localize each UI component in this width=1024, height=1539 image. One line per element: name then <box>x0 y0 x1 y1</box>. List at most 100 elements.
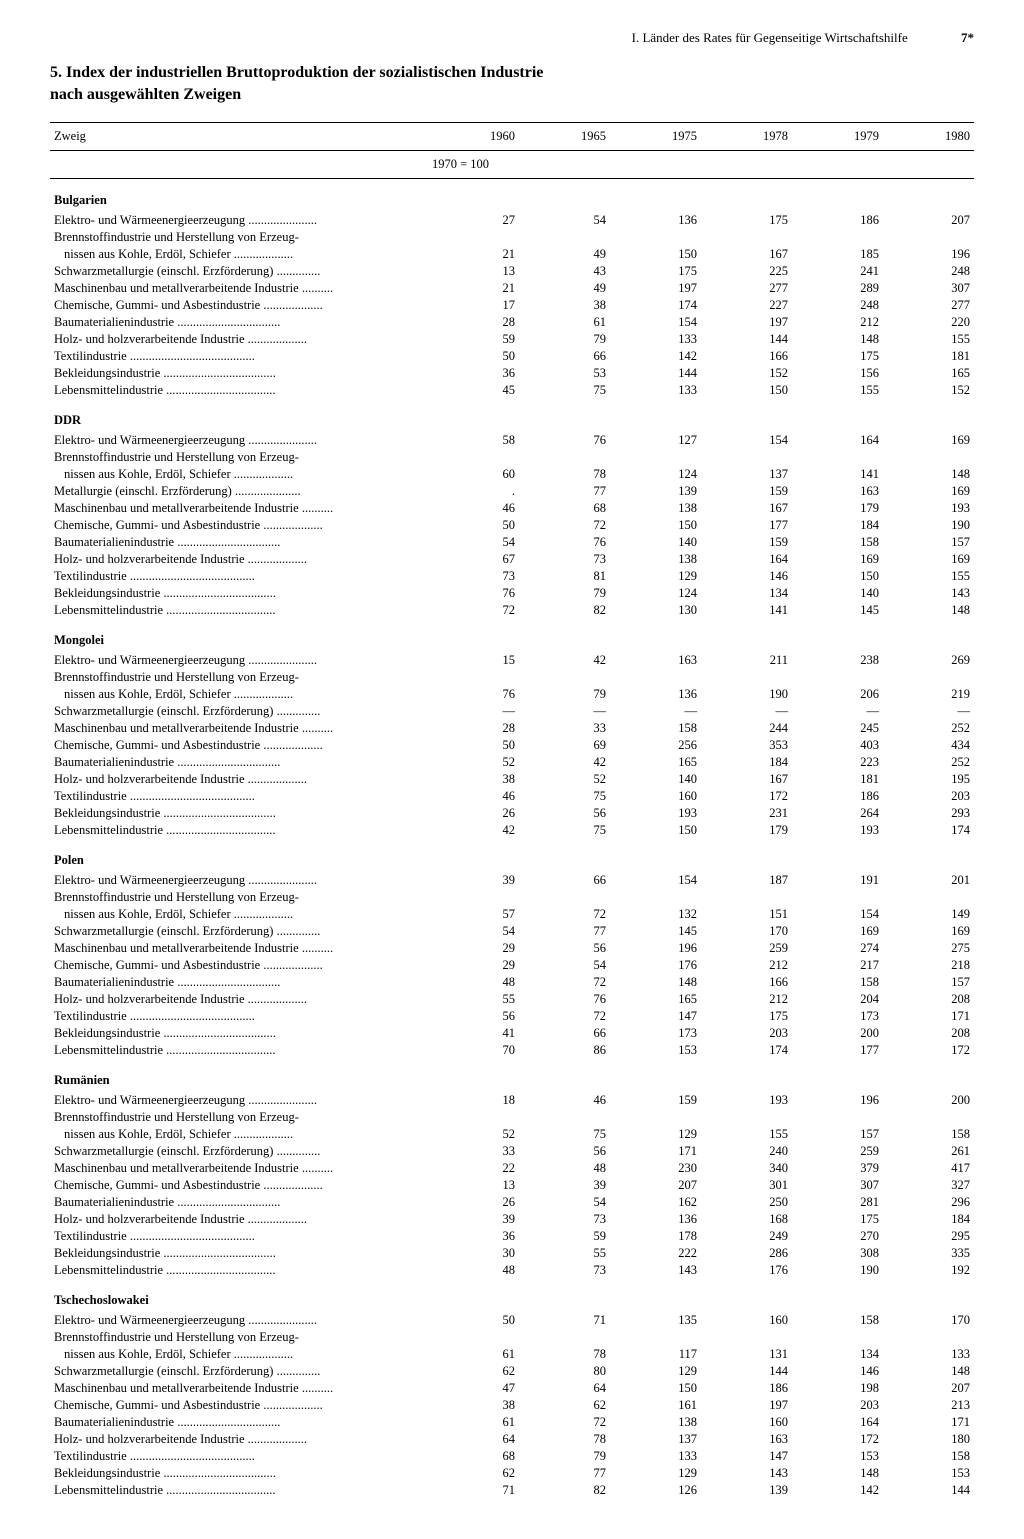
data-cell: 148 <box>610 974 701 991</box>
data-cell: 36 <box>428 1228 519 1245</box>
data-cell: 295 <box>883 1228 974 1245</box>
data-cell: . <box>428 483 519 500</box>
data-cell: 38 <box>428 1397 519 1414</box>
data-cell: 131 <box>701 1346 792 1363</box>
data-cell: 139 <box>610 483 701 500</box>
data-cell: 169 <box>792 551 883 568</box>
data-cell: 207 <box>883 1380 974 1397</box>
data-cell: 77 <box>519 1465 610 1482</box>
data-cell: 76 <box>519 534 610 551</box>
data-cell: 137 <box>701 466 792 483</box>
data-cell: 64 <box>428 1431 519 1448</box>
data-cell: 133 <box>883 1346 974 1363</box>
row-label: nissen aus Kohle, Erdöl, Schiefer ......… <box>50 466 428 483</box>
table-row: Lebensmittelindustrie ..................… <box>50 602 974 619</box>
data-cell: 148 <box>792 331 883 348</box>
data-cell: 53 <box>519 365 610 382</box>
data-cell: 203 <box>883 788 974 805</box>
row-label: Brennstoffindustrie und Herstellung von … <box>50 229 428 246</box>
table-row: Brennstoffindustrie und Herstellung von … <box>50 669 974 686</box>
data-cell: 42 <box>428 822 519 839</box>
data-cell: 248 <box>792 297 883 314</box>
data-cell: 172 <box>792 1431 883 1448</box>
row-label: Textilindustrie ........................… <box>50 568 428 585</box>
row-label: nissen aus Kohle, Erdöl, Schiefer ......… <box>50 1346 428 1363</box>
row-label: Schwarzmetallurgie (einschl. Erzförderun… <box>50 1363 428 1380</box>
data-cell: 261 <box>883 1143 974 1160</box>
data-cell: 241 <box>792 263 883 280</box>
data-cell: 158 <box>792 974 883 991</box>
data-cell: 78 <box>519 466 610 483</box>
data-cell: 13 <box>428 1177 519 1194</box>
table-row: Maschinenbau und metallverarbeitende Ind… <box>50 1160 974 1177</box>
data-cell: 187 <box>701 872 792 889</box>
data-cell: 212 <box>792 314 883 331</box>
table-row: Lebensmittelindustrie ..................… <box>50 1482 974 1499</box>
data-cell: 55 <box>428 991 519 1008</box>
col-header-1965: 1965 <box>519 123 610 151</box>
data-cell: 147 <box>701 1448 792 1465</box>
data-cell: 49 <box>519 246 610 263</box>
data-cell: 54 <box>519 957 610 974</box>
row-label: Textilindustrie ........................… <box>50 1008 428 1025</box>
row-label: Maschinenbau und metallverarbeitende Ind… <box>50 1160 428 1177</box>
row-label: Lebensmittelindustrie ..................… <box>50 382 428 399</box>
data-cell: 73 <box>428 568 519 585</box>
data-cell: 142 <box>792 1482 883 1499</box>
data-cell: 165 <box>610 991 701 1008</box>
data-cell: 47 <box>428 1380 519 1397</box>
data-cell: 138 <box>610 551 701 568</box>
table-row: Elektro- und Wärmeenergieerzeugung .....… <box>50 872 974 889</box>
data-cell: 76 <box>519 991 610 1008</box>
data-cell: 143 <box>883 585 974 602</box>
data-cell: 186 <box>792 212 883 229</box>
data-cell: — <box>701 703 792 720</box>
data-cell: 150 <box>792 568 883 585</box>
data-cell: 252 <box>883 754 974 771</box>
data-cell: 26 <box>428 1194 519 1211</box>
data-cell: 133 <box>610 1448 701 1465</box>
data-cell: 158 <box>792 534 883 551</box>
data-cell: 160 <box>610 788 701 805</box>
data-cell: 204 <box>792 991 883 1008</box>
data-cell: 39 <box>428 872 519 889</box>
data-cell: 220 <box>883 314 974 331</box>
data-cell: 250 <box>701 1194 792 1211</box>
data-cell: 198 <box>792 1380 883 1397</box>
row-label: Schwarzmetallurgie (einschl. Erzförderun… <box>50 923 428 940</box>
row-label: Holz- und holzverarbeitende Industrie ..… <box>50 551 428 568</box>
data-cell: 157 <box>792 1126 883 1143</box>
table-row: Textilindustrie ........................… <box>50 1448 974 1465</box>
data-cell: 76 <box>519 432 610 449</box>
data-cell: 159 <box>701 534 792 551</box>
row-label: Holz- und holzverarbeitende Industrie ..… <box>50 1431 428 1448</box>
row-label: Maschinenbau und metallverarbeitende Ind… <box>50 720 428 737</box>
data-cell: 29 <box>428 940 519 957</box>
data-cell: 66 <box>519 348 610 365</box>
data-cell: 134 <box>701 585 792 602</box>
table-body: BulgarienElektro- und Wärmeenergieerzeug… <box>50 179 974 1500</box>
data-cell: 42 <box>519 652 610 669</box>
table-row: Brennstoffindustrie und Herstellung von … <box>50 889 974 906</box>
data-cell: 238 <box>792 652 883 669</box>
data-cell: 176 <box>610 957 701 974</box>
row-label: Chemische, Gummi- und Asbestindustrie ..… <box>50 517 428 534</box>
table-row: Maschinenbau und metallverarbeitende Ind… <box>50 500 974 517</box>
data-cell: 181 <box>792 771 883 788</box>
data-cell: 259 <box>792 1143 883 1160</box>
table-row: Brennstoffindustrie und Herstellung von … <box>50 1109 974 1126</box>
data-cell: 171 <box>883 1008 974 1025</box>
data-cell: 73 <box>519 1211 610 1228</box>
country-row: Polen <box>50 839 974 872</box>
table-row: Bekleidungsindustrie ...................… <box>50 585 974 602</box>
header-row-years: Zweig 1960 1965 1975 1978 1979 1980 <box>50 123 974 151</box>
data-cell: 249 <box>701 1228 792 1245</box>
row-label: Elektro- und Wärmeenergieerzeugung .....… <box>50 212 428 229</box>
data-cell: 231 <box>701 805 792 822</box>
row-label: Elektro- und Wärmeenergieerzeugung .....… <box>50 1312 428 1329</box>
row-label: Baumaterialienindustrie ................… <box>50 534 428 551</box>
data-cell: 68 <box>519 500 610 517</box>
data-cell: 403 <box>792 737 883 754</box>
page-header: I. Länder des Rates für Gegenseitige Wir… <box>50 30 974 46</box>
data-cell: 196 <box>610 940 701 957</box>
